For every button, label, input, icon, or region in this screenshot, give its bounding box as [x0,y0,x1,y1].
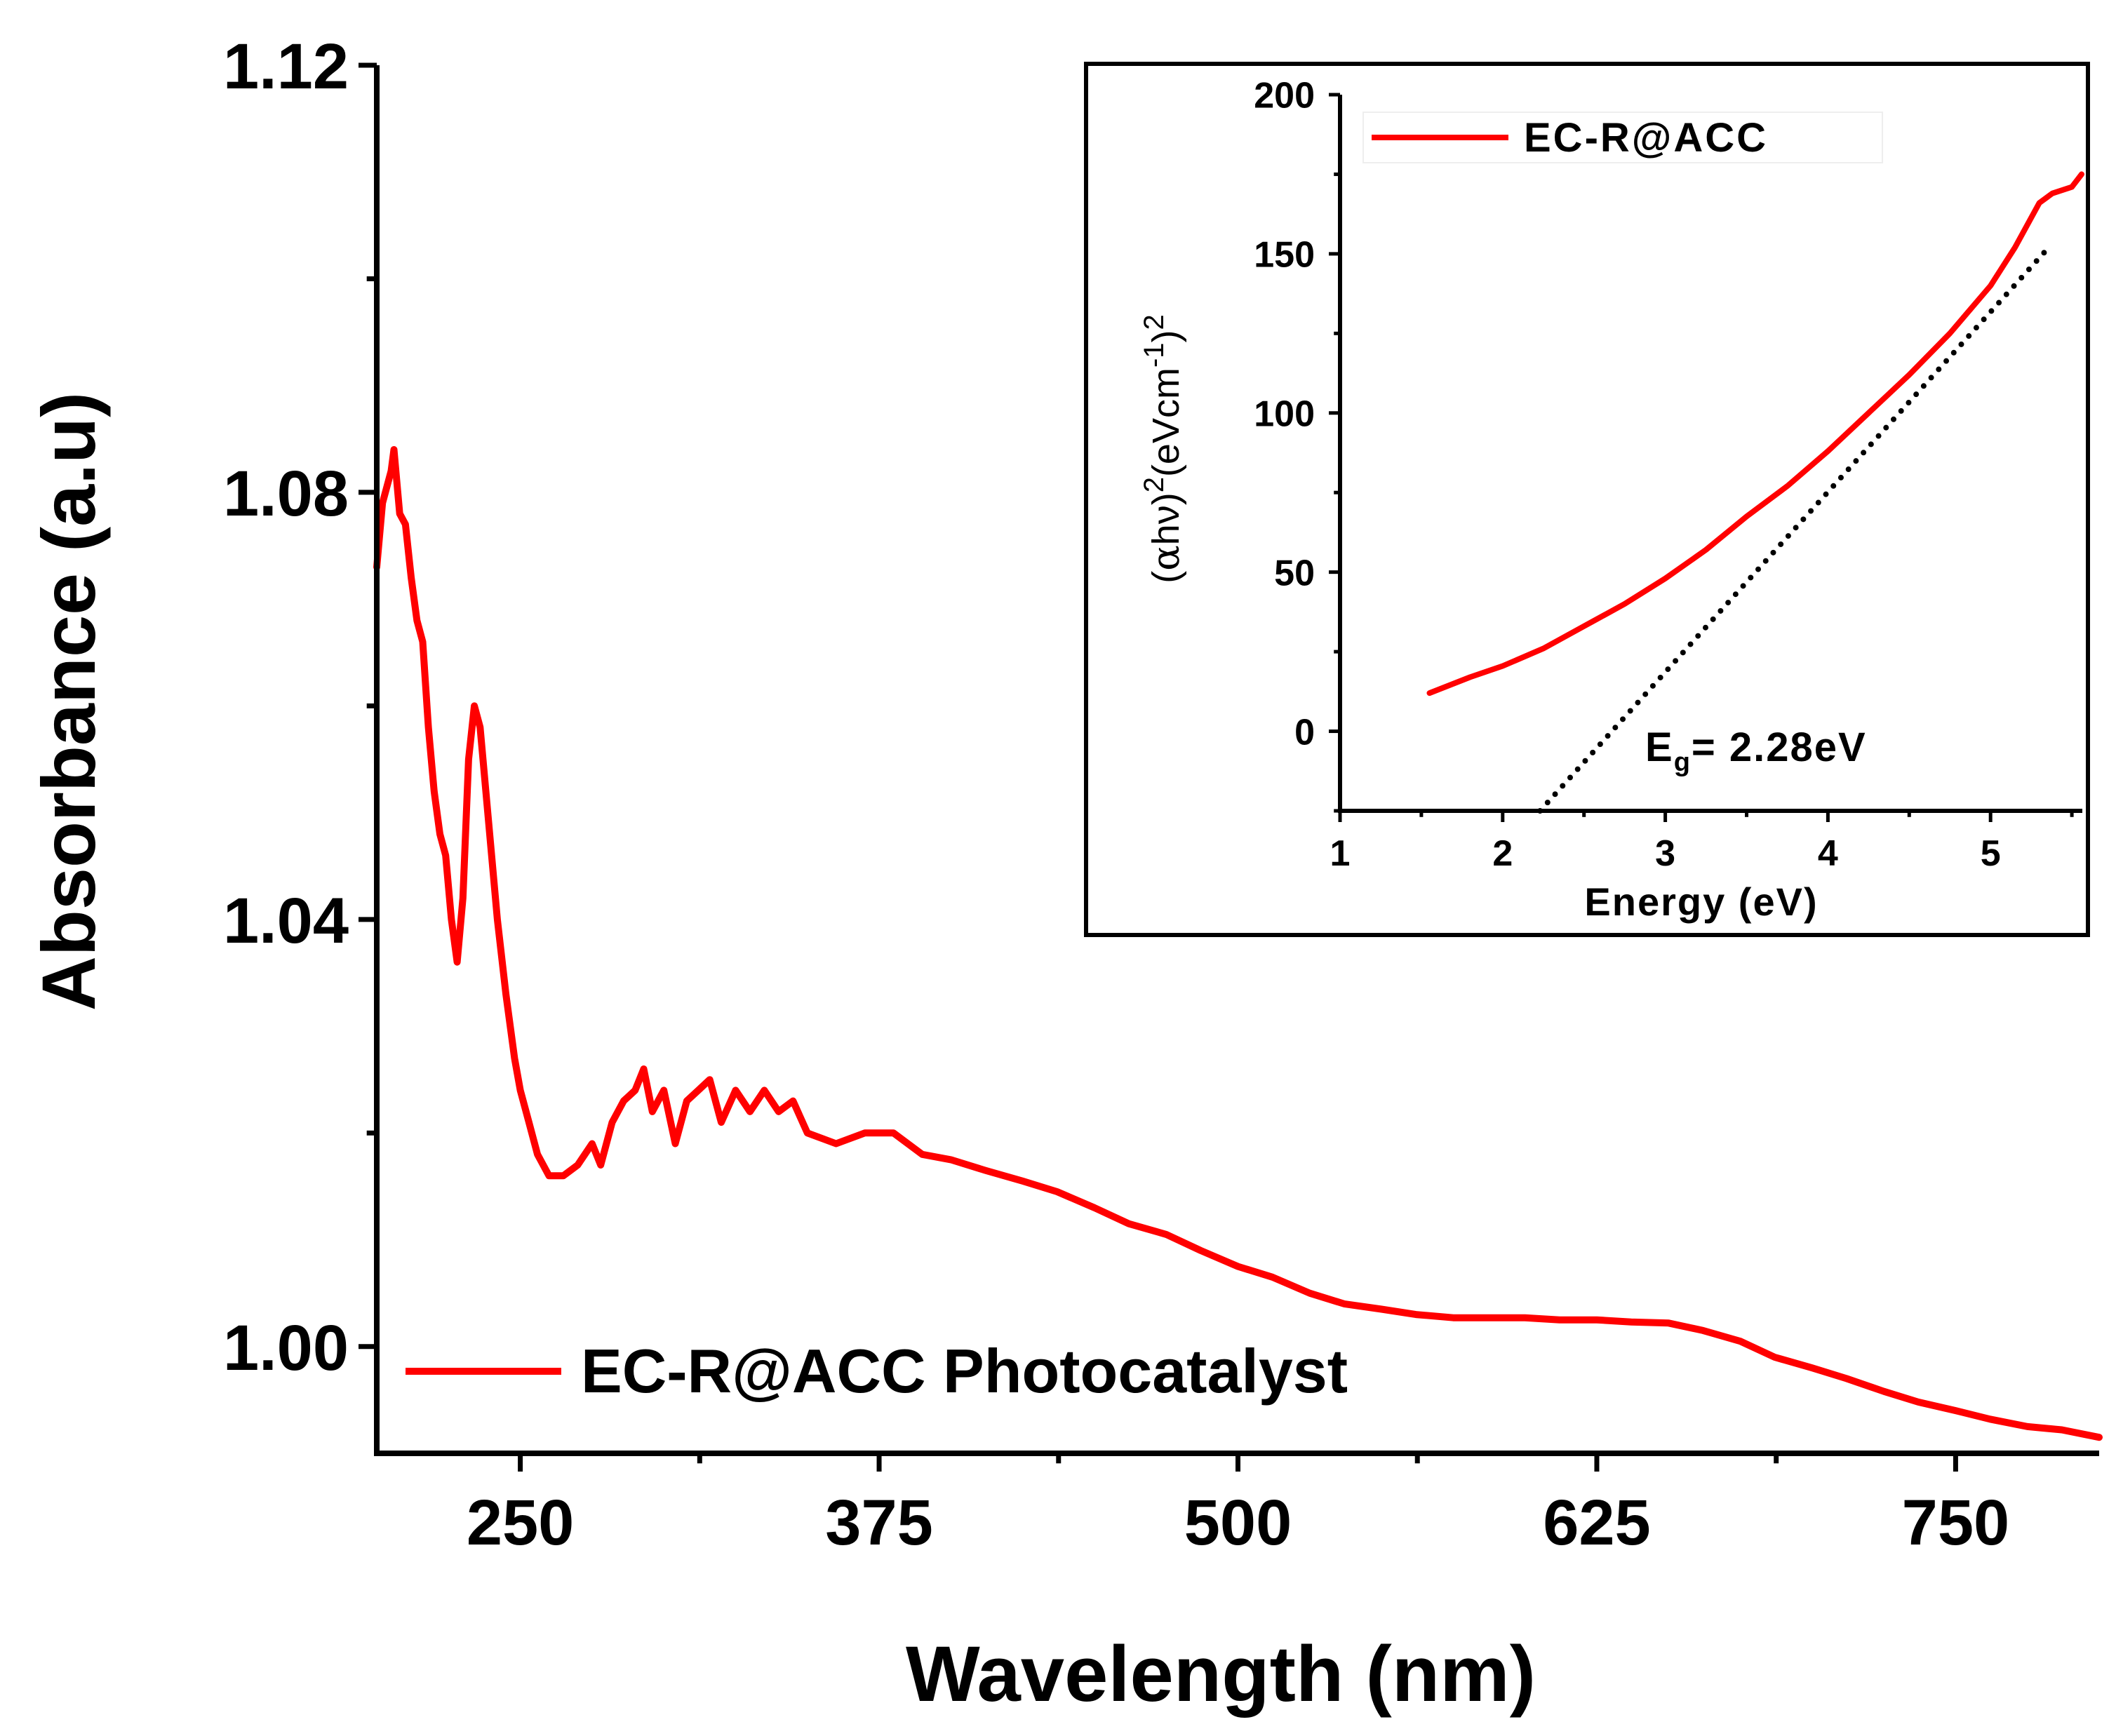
inset-legend-label: EC-R@ACC [1524,115,1768,161]
x-tick-label: 4 [1818,833,1838,874]
x-tick-label: 5 [1981,833,2001,874]
ylabel-hv: hν [1145,505,1187,545]
ylabel-sup3: 2 [1139,314,1170,330]
x-tick-label: 3 [1655,833,1675,874]
y-tick-label: 150 [1254,235,1315,276]
y-tick-label: 1.08 [223,458,349,530]
annotation-sub: g [1674,748,1692,777]
main-x-axis-title: Wavelength (nm) [906,1630,1536,1718]
inset-x-tick-labels: 1 2 3 4 5 [1330,833,2001,874]
annotation-main: E [1645,725,1674,770]
series-line [1426,171,2084,697]
x-tick-label: 750 [1902,1487,2010,1559]
inset-y-axis-title: (αhν)2(eVcm-1)2 [1139,314,1188,584]
x-tick-label: 500 [1184,1487,1292,1559]
main-y-axis-title: Absorbance (a.u) [26,392,111,1011]
y-tick-label: 50 [1274,553,1315,593]
main-y-tick-labels: 1.00 1.04 1.08 1.12 [223,31,349,1384]
main-x-tick-labels: 250 375 500 625 750 [467,1487,2009,1559]
bandgap-annotation: Eg= 2.28eV [1645,725,1867,777]
inset-y-tick-labels: 0 50 100 150 200 [1254,76,1315,753]
ylabel-unit-close: ) [1145,330,1187,342]
x-tick-label: 250 [467,1487,575,1559]
ylabel-sup1: 2 [1139,477,1170,492]
ylabel-open: ( [1145,571,1187,584]
x-tick-label: 1 [1330,833,1351,874]
y-tick-label: 200 [1254,76,1315,116]
y-tick-label: 1.12 [223,31,349,102]
ylabel-unit: (eVcm [1145,368,1187,477]
y-tick-label: 1.00 [223,1312,349,1384]
inset-x-axis-title: Energy (eV) [1584,880,1818,924]
x-tick-label: 625 [1543,1487,1651,1559]
x-tick-label: 375 [825,1487,933,1559]
linear-fit-line [1537,248,2049,814]
inset-series [1426,171,2084,814]
y-tick-label: 100 [1254,393,1315,434]
annotation-rest: = 2.28eV [1692,725,1867,770]
x-tick-label: 2 [1492,833,1513,874]
main-series [373,446,2103,1441]
ylabel-alpha: α [1144,545,1188,570]
inset-frame [1084,62,2090,937]
y-tick-label: 1.04 [223,885,349,957]
ylabel-close: ) [1145,492,1187,505]
main-chart: 250 375 500 625 750 1.001.041.081.12 Wavelen… [26,31,2103,1718]
series-line [373,446,2103,1441]
main-legend-label: EC-R@ACC Photocatalyst [581,1336,1348,1406]
y-tick-label: 0 [1294,712,1315,753]
ylabel-sup2: -1 [1139,342,1170,368]
